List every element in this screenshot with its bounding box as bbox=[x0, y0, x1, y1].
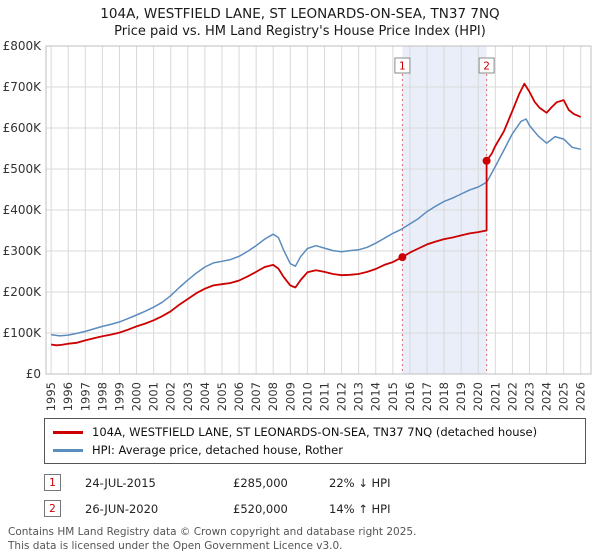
blue-line-swatch bbox=[53, 448, 83, 452]
y-tick-label: £100K bbox=[3, 326, 43, 340]
hpi-line bbox=[50, 118, 581, 338]
sale-annotation-1: 1 24-JUL-2015 £285,000 22% ↓ HPI bbox=[44, 474, 600, 492]
x-tick-label: 2008 bbox=[266, 382, 280, 411]
red-line-swatch bbox=[53, 430, 83, 434]
y-tick-label: £400K bbox=[3, 203, 43, 217]
attribution-line-1: Contains HM Land Registry data © Crown c… bbox=[8, 526, 417, 539]
page-subtitle: Price paid vs. HM Land Registry's House … bbox=[114, 23, 486, 39]
sale-number-label: 2 bbox=[483, 61, 490, 73]
sale-2-date: 26-JUN-2020 bbox=[85, 501, 159, 516]
x-tick-label: 2018 bbox=[437, 382, 451, 411]
y-tick-label: £800K bbox=[3, 40, 43, 53]
x-tick-label: 2019 bbox=[454, 382, 468, 411]
x-tick-label: 2017 bbox=[420, 382, 434, 411]
x-tick-label: 2011 bbox=[317, 382, 331, 411]
sale-2-price: £520,000 bbox=[233, 501, 288, 516]
legend-item-hpi: HPI: Average price, detached house, Roth… bbox=[53, 441, 577, 459]
x-tick-label: 1996 bbox=[61, 382, 75, 411]
sale-number-box bbox=[478, 57, 495, 74]
y-tick-label: £500K bbox=[3, 162, 43, 176]
sale-number-label: 1 bbox=[399, 61, 406, 73]
y-tick-label: £0 bbox=[26, 367, 41, 381]
property-price-line bbox=[50, 83, 582, 347]
x-tick-label: 2026 bbox=[574, 382, 588, 411]
x-tick-label: 2020 bbox=[471, 382, 485, 411]
x-tick-label: 1995 bbox=[44, 382, 58, 411]
attribution-footer: Contains HM Land Registry data © Crown c… bbox=[8, 526, 600, 552]
x-tick-label: 2000 bbox=[130, 382, 144, 411]
x-tick-label: 2012 bbox=[335, 382, 349, 411]
legend-label-property: 104A, WESTFIELD LANE, ST LEONARDS-ON-SEA… bbox=[92, 425, 538, 440]
x-tick-label: 2025 bbox=[557, 382, 571, 411]
x-tick-label: 2010 bbox=[300, 382, 314, 411]
sale-point-marker bbox=[398, 253, 407, 262]
x-tick-label: 2003 bbox=[181, 382, 195, 411]
x-tick-label: 2016 bbox=[403, 382, 417, 411]
page-title: 104A, WESTFIELD LANE, ST LEONARDS-ON-SEA… bbox=[100, 6, 500, 22]
sale-2-hpi-diff: 14% ↑ HPI bbox=[329, 501, 391, 516]
x-tick-label: 2006 bbox=[232, 382, 246, 411]
x-tick-label: 1998 bbox=[95, 382, 109, 411]
x-tick-label: 1999 bbox=[112, 382, 126, 411]
sale-number-box bbox=[394, 57, 411, 74]
x-tick-label: 2014 bbox=[369, 382, 383, 411]
title-block: 104A, WESTFIELD LANE, ST LEONARDS-ON-SEA… bbox=[0, 0, 600, 40]
price-history-chart: 1 2 £0 £100K £200K £300K £400K £500K £600K £700K £… bbox=[3, 40, 592, 412]
x-tick-label: 2015 bbox=[386, 382, 400, 411]
plot-border bbox=[45, 45, 592, 375]
x-tick-label: 2023 bbox=[522, 382, 536, 411]
sale-1-date: 24-JUL-2015 bbox=[85, 475, 156, 490]
x-tick-label: 2004 bbox=[198, 382, 212, 411]
x-tick-label: 2002 bbox=[164, 382, 178, 411]
x-tick-label: 2024 bbox=[540, 382, 554, 411]
sale-1-number-box: 1 bbox=[44, 474, 61, 492]
sale-point-marker bbox=[482, 157, 491, 166]
sale-annotation-2: 2 26-JUN-2020 £520,000 14% ↑ HPI bbox=[44, 500, 600, 518]
sales-annotations: 1 24-JUL-2015 £285,000 22% ↓ HPI 2 26-JU… bbox=[44, 474, 600, 518]
sale-1-hpi-diff: 22% ↓ HPI bbox=[329, 475, 391, 490]
x-tick-label: 2005 bbox=[215, 382, 229, 411]
y-tick-label: £200K bbox=[3, 285, 43, 299]
y-tick-label: £700K bbox=[3, 80, 43, 94]
x-tick-label: 2022 bbox=[505, 382, 519, 411]
sale-2-number-box: 2 bbox=[44, 500, 61, 518]
chart-legend: 104A, WESTFIELD LANE, ST LEONARDS-ON-SEA… bbox=[44, 418, 586, 465]
y-tick-label: £300K bbox=[3, 244, 43, 258]
legend-item-property: 104A, WESTFIELD LANE, ST LEONARDS-ON-SEA… bbox=[53, 423, 577, 441]
sale-1-price: £285,000 bbox=[233, 475, 288, 490]
x-tick-label: 2021 bbox=[488, 382, 502, 411]
x-tick-label: 2009 bbox=[283, 382, 297, 411]
x-tick-label: 2007 bbox=[249, 382, 263, 411]
attribution-line-2: This data is licensed under the Open Gov… bbox=[8, 539, 343, 552]
x-tick-label: 1997 bbox=[78, 382, 92, 411]
y-tick-label: £600K bbox=[3, 121, 43, 135]
legend-label-hpi: HPI: Average price, detached house, Roth… bbox=[92, 443, 343, 458]
x-tick-label: 2001 bbox=[147, 382, 161, 411]
x-tick-label: 2013 bbox=[352, 382, 366, 411]
